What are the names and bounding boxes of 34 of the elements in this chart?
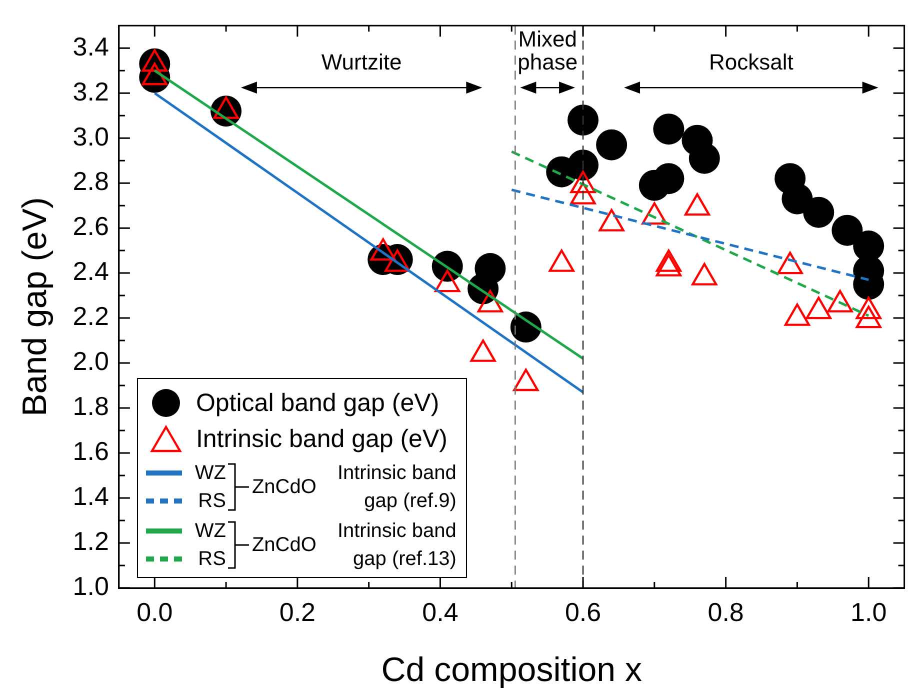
x-tick-label: 0.0 [136, 596, 173, 627]
legend-label: Intrinsic band gap (eV) [196, 424, 448, 454]
x-axis-title: Cd composition x [381, 650, 642, 689]
x-tick-label: 0.8 [708, 596, 744, 627]
annotation: Intrinsic band gap (ref.13) [336, 519, 456, 572]
annotation: ZnCdO [252, 476, 316, 498]
legend-label: Optical band gap (eV) [196, 388, 440, 418]
y-tick-label: 2.0 [72, 346, 109, 376]
y-tick-label: 1.4 [72, 481, 109, 512]
y-tick-label: 2.4 [72, 256, 109, 286]
y-tick-label: 3.0 [72, 121, 109, 152]
y-tick-label: 3.2 [72, 76, 109, 106]
legend-label: RS [197, 490, 226, 512]
y-axis-title: Band gap (eV) [16, 197, 54, 416]
legend-label: RS [197, 548, 226, 570]
y-tick-label: 1.6 [72, 436, 109, 466]
annotation: Mixed phase [518, 26, 578, 75]
y-tick-label: 2.8 [72, 166, 109, 196]
y-tick-label: 1.0 [72, 571, 109, 602]
y-tick-label: 2.2 [72, 301, 109, 332]
y-tick-label: 3.4 [72, 31, 109, 62]
x-tick-label: 1.0 [850, 596, 887, 627]
legend-label: WZ [194, 520, 226, 542]
annotation: Rocksalt [708, 50, 794, 75]
x-tick-label: 0.2 [279, 596, 316, 627]
legend-label: WZ [194, 462, 226, 484]
y-tick-label: 1.2 [72, 526, 109, 556]
x-tick-label: 0.6 [564, 596, 602, 627]
y-tick-label: 2.6 [72, 211, 109, 242]
x-tick-label: 0.4 [422, 596, 458, 627]
annotation: Intrinsic band gap (ref.9) [336, 461, 456, 514]
y-tick-label: 1.8 [72, 391, 109, 422]
annotation: ZnCdO [252, 534, 316, 556]
annotation: Wurtzite [321, 50, 402, 75]
